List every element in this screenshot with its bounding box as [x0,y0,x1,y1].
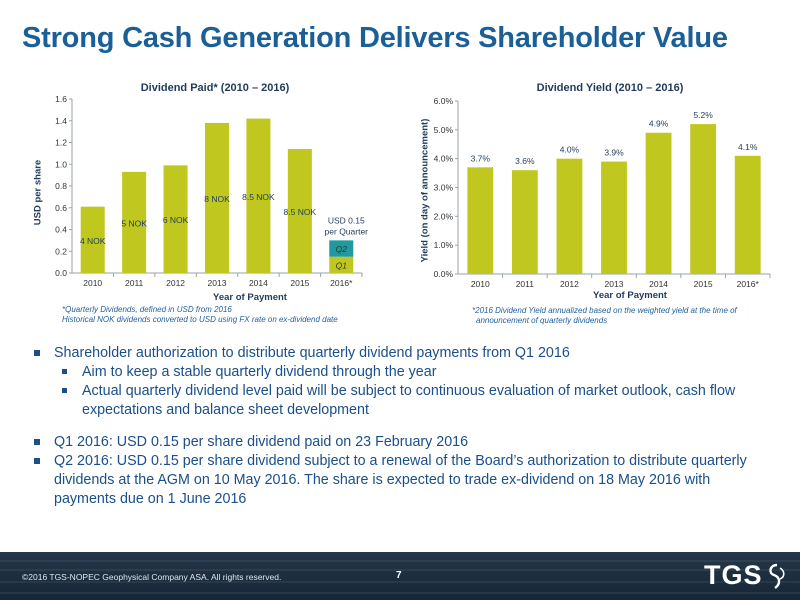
paid-annotation-line1: USD 0.15 [328,215,365,225]
paid-bar [163,165,188,273]
paid-data-label: 8.5 NOK [242,192,275,202]
yield-bar [690,124,717,274]
paid-segment-label: Q1 [336,260,348,270]
dividend-paid-chart: 0.0 0.2 0.4 0.6 0.8 1.0 1.2 1.4 1.6 2010 4 NOK 2011… [55,94,369,288]
paid-bar [246,118,271,273]
yield-bar [467,167,494,274]
yield-bar [601,161,627,274]
yield-data-label: 4.1% [738,142,758,152]
chart1-xlabel: Year of Payment [213,292,287,303]
yield-data-label: 3.7% [471,153,491,163]
dividend-yield-chart: 0.0% 1.0% 2.0% 3.0% 4.0% 5.0% 6.0% 2010 3.7% 2011… [434,96,771,289]
paid-x-tick-label: 2014 [249,278,268,288]
paid-annotation-line2: per Quarter [325,226,369,236]
yield-data-label: 4.9% [649,119,669,129]
chart1-footnote-line1: *Quarterly Dividends, defined in USD fro… [62,305,232,314]
paid-y-tick-label: 0.4 [55,225,67,235]
yield-y-tick-label: 3.0% [434,183,454,193]
yield-data-label: 3.6% [515,156,535,166]
chart2-xlabel: Year of Payment [593,290,667,301]
yield-y-tick-label: 4.0% [434,154,454,164]
chart1-footnote: *Quarterly Dividends, defined in USD fro… [62,305,402,325]
chart2-footnote-line1: *2016 Dividend Yield annualized based on… [472,306,737,315]
paid-x-tick-label: 2013 [208,278,227,288]
paid-y-tick-label: 1.0 [55,159,67,169]
yield-x-tick-label: 2010 [471,279,490,289]
yield-y-tick-label: 0.0% [434,269,454,279]
paid-segment-label: Q2 [336,244,348,254]
paid-bar-segment-q2 [329,240,354,257]
sub-bullet-stable: Aim to keep a stable quarterly dividend … [34,363,774,382]
yield-bar [645,132,672,274]
yield-x-tick-label: 2013 [605,279,624,289]
swirl-logo-icon [769,563,785,589]
sub-bullet-evaluation: Actual quarterly dividend level paid wil… [34,382,774,420]
paid-data-label: 8.5 NOK [284,207,317,217]
footer: ©2016 TGS-NOPEC Geophysical Company ASA.… [0,552,800,600]
copyright-text: ©2016 TGS-NOPEC Geophysical Company ASA.… [22,572,282,582]
chart2-footnote: *2016 Dividend Yield annualized based on… [472,306,792,326]
paid-x-tick-label: 2010 [83,278,102,288]
paid-y-tick-label: 0.0 [55,268,67,278]
paid-x-tick-label: 2011 [125,278,144,288]
paid-bar [204,122,230,273]
paid-y-tick-label: 1.6 [55,94,67,104]
yield-y-tick-label: 1.0% [434,240,454,250]
chart1-title: Dividend Paid* (2010 – 2016) [140,82,290,94]
yield-x-tick-label: 2015 [694,279,713,289]
yield-bar [556,158,583,274]
yield-data-label: 4.0% [560,145,580,155]
paid-bar-segment-q1 [329,256,354,273]
chart1-footnote-line2: Historical NOK dividends converted to US… [62,315,338,324]
yield-y-tick-label: 2.0% [434,211,454,221]
paid-data-label: 4 NOK [80,236,106,246]
paid-y-tick-label: 1.2 [55,138,67,148]
paid-y-tick-label: 0.2 [55,246,67,256]
chart2-footnote-line2: announcement of quarterly dividends [476,316,608,325]
slide-title: Strong Cash Generation Delivers Sharehol… [22,22,728,54]
paid-x-tick-label: 2016* [330,278,353,288]
paid-data-label: 8 NOK [204,194,230,204]
paid-data-label: 6 NOK [163,215,189,225]
yield-y-tick-label: 5.0% [434,125,454,135]
bullet-q1-2016: Q1 2016: USD 0.15 per share dividend pai… [34,433,774,452]
paid-x-tick-label: 2015 [290,278,309,288]
yield-bar [734,155,761,274]
bullet-q2-2016: Q2 2016: USD 0.15 per share dividend sub… [34,452,774,509]
yield-x-tick-label: 2012 [560,279,579,289]
page-number: 7 [396,570,402,581]
paid-bar [80,206,105,273]
bullet-authorization: Shareholder authorization to distribute … [34,344,774,363]
paid-data-label: 5 NOK [121,218,147,228]
yield-bar [511,170,538,274]
paid-y-tick-label: 0.8 [55,181,67,191]
paid-y-tick-label: 1.4 [55,116,67,126]
paid-y-tick-label: 0.6 [55,203,67,213]
paid-x-tick-label: 2012 [166,278,185,288]
yield-y-tick-label: 6.0% [434,96,454,106]
paid-bar [287,149,312,273]
yield-data-label: 3.9% [604,148,624,158]
chart2-title: Dividend Yield (2010 – 2016) [536,82,684,94]
yield-x-tick-label: 2011 [516,279,535,289]
bullet-list: Shareholder authorization to distribute … [34,344,774,509]
tgs-logo: TGS [704,560,763,590]
yield-data-label: 5.2% [693,110,713,120]
yield-x-tick-label: 2014 [649,279,668,289]
yield-x-tick-label: 2016* [737,279,760,289]
paid-bar [122,171,147,273]
